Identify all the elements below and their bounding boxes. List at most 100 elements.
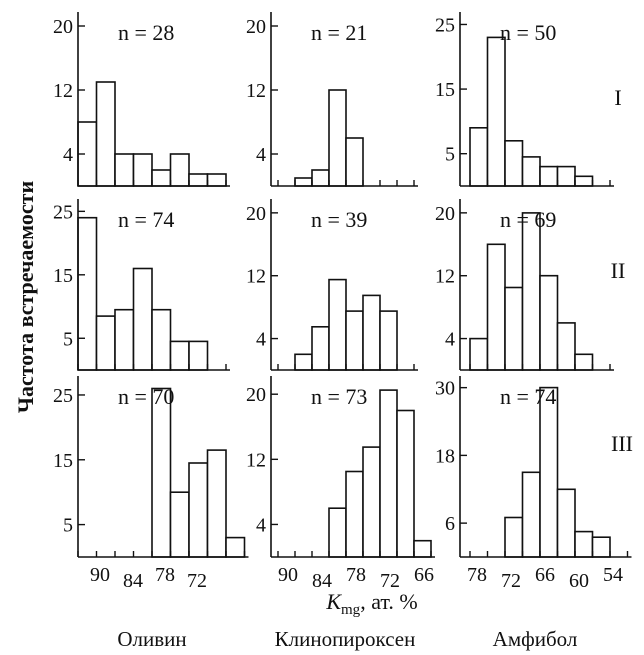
histogram-bar	[95, 81, 116, 187]
histogram-bar	[132, 267, 153, 371]
x-axis-units: , ат. %	[360, 589, 417, 614]
histogram-bar	[345, 137, 364, 187]
y-tick-label: 20	[53, 16, 73, 38]
histogram-bar	[362, 446, 381, 558]
y-tick-label: 12	[53, 80, 73, 102]
histogram-bar	[328, 89, 347, 187]
histogram-bar	[345, 470, 364, 558]
x-tick-label: 66	[535, 564, 555, 586]
histogram-bar	[539, 165, 559, 187]
y-axis-label: Частота встречаемости	[13, 181, 38, 414]
sample-size-label: n = 28	[118, 20, 174, 45]
x-axis-symbol: K	[325, 589, 342, 614]
histogram-panel: 4 12 20 n = 28	[53, 12, 230, 187]
histogram-panels: 4 12 20 n = 28 4 12 20 n = 21 5 15 25 n = 50 5 15 25 n …	[53, 12, 632, 592]
sample-size-label: n = 39	[311, 207, 367, 232]
histogram-bar	[328, 507, 347, 558]
y-tick-label: 5	[63, 515, 73, 537]
y-tick-label: 15	[53, 450, 73, 472]
sample-size-label: n = 74	[500, 384, 556, 409]
histogram-bar	[469, 127, 489, 187]
x-tick-label: 72	[380, 570, 400, 592]
histogram-bar	[77, 216, 98, 371]
sample-size-label: n = 69	[500, 207, 556, 232]
histogram-bar	[188, 173, 209, 187]
y-tick-label: 25	[435, 14, 455, 36]
histogram-bar	[521, 156, 541, 187]
histogram-bar	[132, 153, 153, 187]
histogram-bar	[379, 310, 398, 371]
histogram-bar	[151, 169, 172, 187]
histogram-bar	[311, 325, 330, 371]
histogram-bar	[188, 462, 209, 558]
x-tick-label: 84	[312, 570, 332, 592]
y-tick-label: 20	[246, 203, 266, 225]
y-tick-label: 5	[445, 144, 455, 166]
column-title-clinopyroxene: Клинопироксен	[275, 627, 416, 651]
x-tick-label: 66	[414, 564, 434, 586]
histogram-bar	[379, 389, 398, 558]
histogram-bar	[521, 471, 541, 558]
x-tick-label: 72	[501, 570, 521, 592]
histogram-bar	[539, 274, 559, 371]
histogram-panel: 4 12 20 n = 73 90 84 78 72 66	[246, 376, 435, 592]
row-label-3: III	[611, 431, 633, 456]
histogram-bar	[556, 165, 576, 187]
sample-size-label: n = 50	[500, 20, 556, 45]
histogram-bar	[188, 340, 209, 371]
histogram-bar	[574, 530, 594, 558]
row-label-1: I	[614, 85, 621, 110]
sample-size-label: n = 73	[311, 384, 367, 409]
x-tick-label: 78	[467, 564, 487, 586]
histogram-bar	[206, 173, 227, 187]
sample-size-label: n = 21	[311, 20, 367, 45]
histogram-panel: 4 12 20 n = 69	[435, 199, 614, 371]
x-tick-label: 60	[569, 570, 589, 592]
histogram-bar	[114, 308, 135, 371]
histogram-bar	[486, 36, 506, 187]
histogram-bar	[413, 539, 432, 558]
histogram-panel: 4 12 20 n = 39	[246, 199, 418, 371]
column-title-amphibole: Амфибол	[493, 627, 578, 651]
histogram-panel: 5 15 25 n = 74	[53, 199, 230, 371]
y-tick-label: 12	[246, 449, 266, 471]
histogram-bar	[539, 386, 559, 558]
x-axis-subscript: mg	[341, 602, 361, 618]
histogram-bar	[151, 387, 172, 558]
y-tick-label: 25	[53, 201, 73, 223]
histogram-bar	[574, 353, 594, 371]
column-title-olivine: Оливин	[117, 627, 186, 651]
row-label-2: II	[611, 258, 626, 283]
histogram-bar	[206, 449, 227, 558]
x-tick-label: 78	[346, 564, 366, 586]
y-tick-label: 25	[53, 385, 73, 407]
y-tick-label: 5	[63, 328, 73, 350]
y-tick-label: 4	[445, 329, 455, 351]
y-tick-label: 12	[246, 266, 266, 288]
histogram-bar	[95, 315, 116, 371]
y-tick-label: 30	[435, 378, 455, 400]
histogram-bar	[504, 140, 524, 187]
y-tick-label: 15	[435, 79, 455, 101]
histogram-panel: 6 18 30 n = 74 78 72 66 60 54	[435, 376, 632, 592]
y-tick-label: 4	[256, 329, 266, 351]
histogram-bar	[574, 175, 594, 187]
histogram-bar	[328, 278, 347, 371]
y-tick-label: 20	[435, 203, 455, 225]
histogram-bar	[169, 340, 190, 371]
x-tick-label: 72	[187, 570, 207, 592]
y-tick-label: 4	[63, 144, 73, 166]
histogram-bar	[556, 322, 576, 371]
histogram-bar	[396, 409, 415, 558]
histogram-bar	[169, 491, 190, 558]
histogram-panel: 5 15 25 n = 50	[435, 12, 614, 187]
histogram-bar	[311, 169, 330, 187]
y-tick-label: 12	[435, 266, 455, 288]
histogram-panel: 4 12 20 n = 21	[246, 12, 418, 187]
histogram-bar	[294, 353, 313, 371]
y-tick-label: 4	[256, 144, 266, 166]
histogram-panel: 5 15 25 n = 70 90 84 78 72	[53, 376, 249, 592]
histogram-bar	[169, 153, 190, 187]
histogram-bar	[521, 212, 541, 371]
